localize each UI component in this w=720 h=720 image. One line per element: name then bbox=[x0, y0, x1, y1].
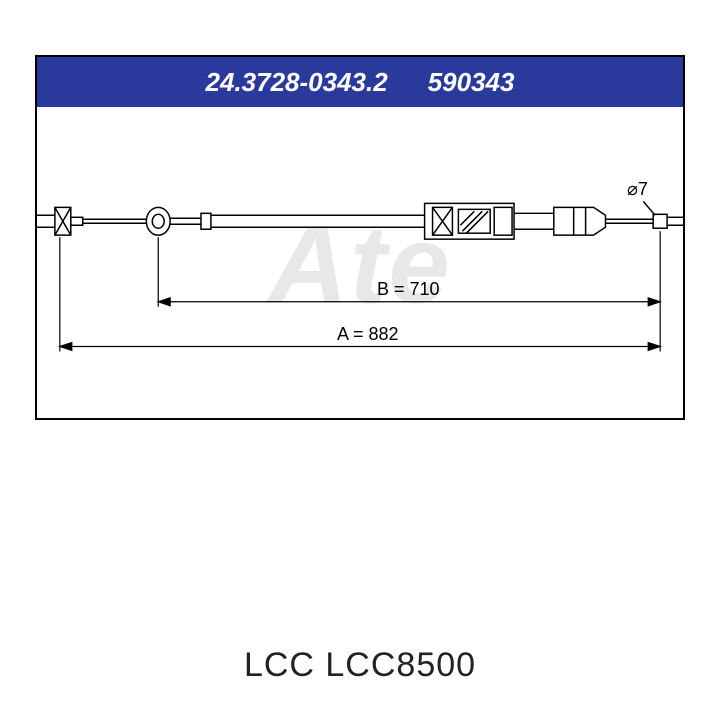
header-bar: 24.3728-0343.2 590343 bbox=[37, 57, 683, 107]
caption: LCC LCC8500 bbox=[244, 646, 476, 685]
part-number-1: 24.3728-0343.2 bbox=[206, 67, 388, 98]
cable-drawing bbox=[37, 107, 683, 422]
dimension-b-label: B = 710 bbox=[377, 279, 440, 300]
diameter-label: ⌀7 bbox=[627, 179, 648, 200]
diagram-area: Ate bbox=[37, 107, 683, 422]
diagram-frame: 24.3728-0343.2 590343 Ate bbox=[35, 55, 685, 420]
dimension-a-label: A = 882 bbox=[337, 324, 399, 345]
part-number-2: 590343 bbox=[428, 67, 515, 98]
